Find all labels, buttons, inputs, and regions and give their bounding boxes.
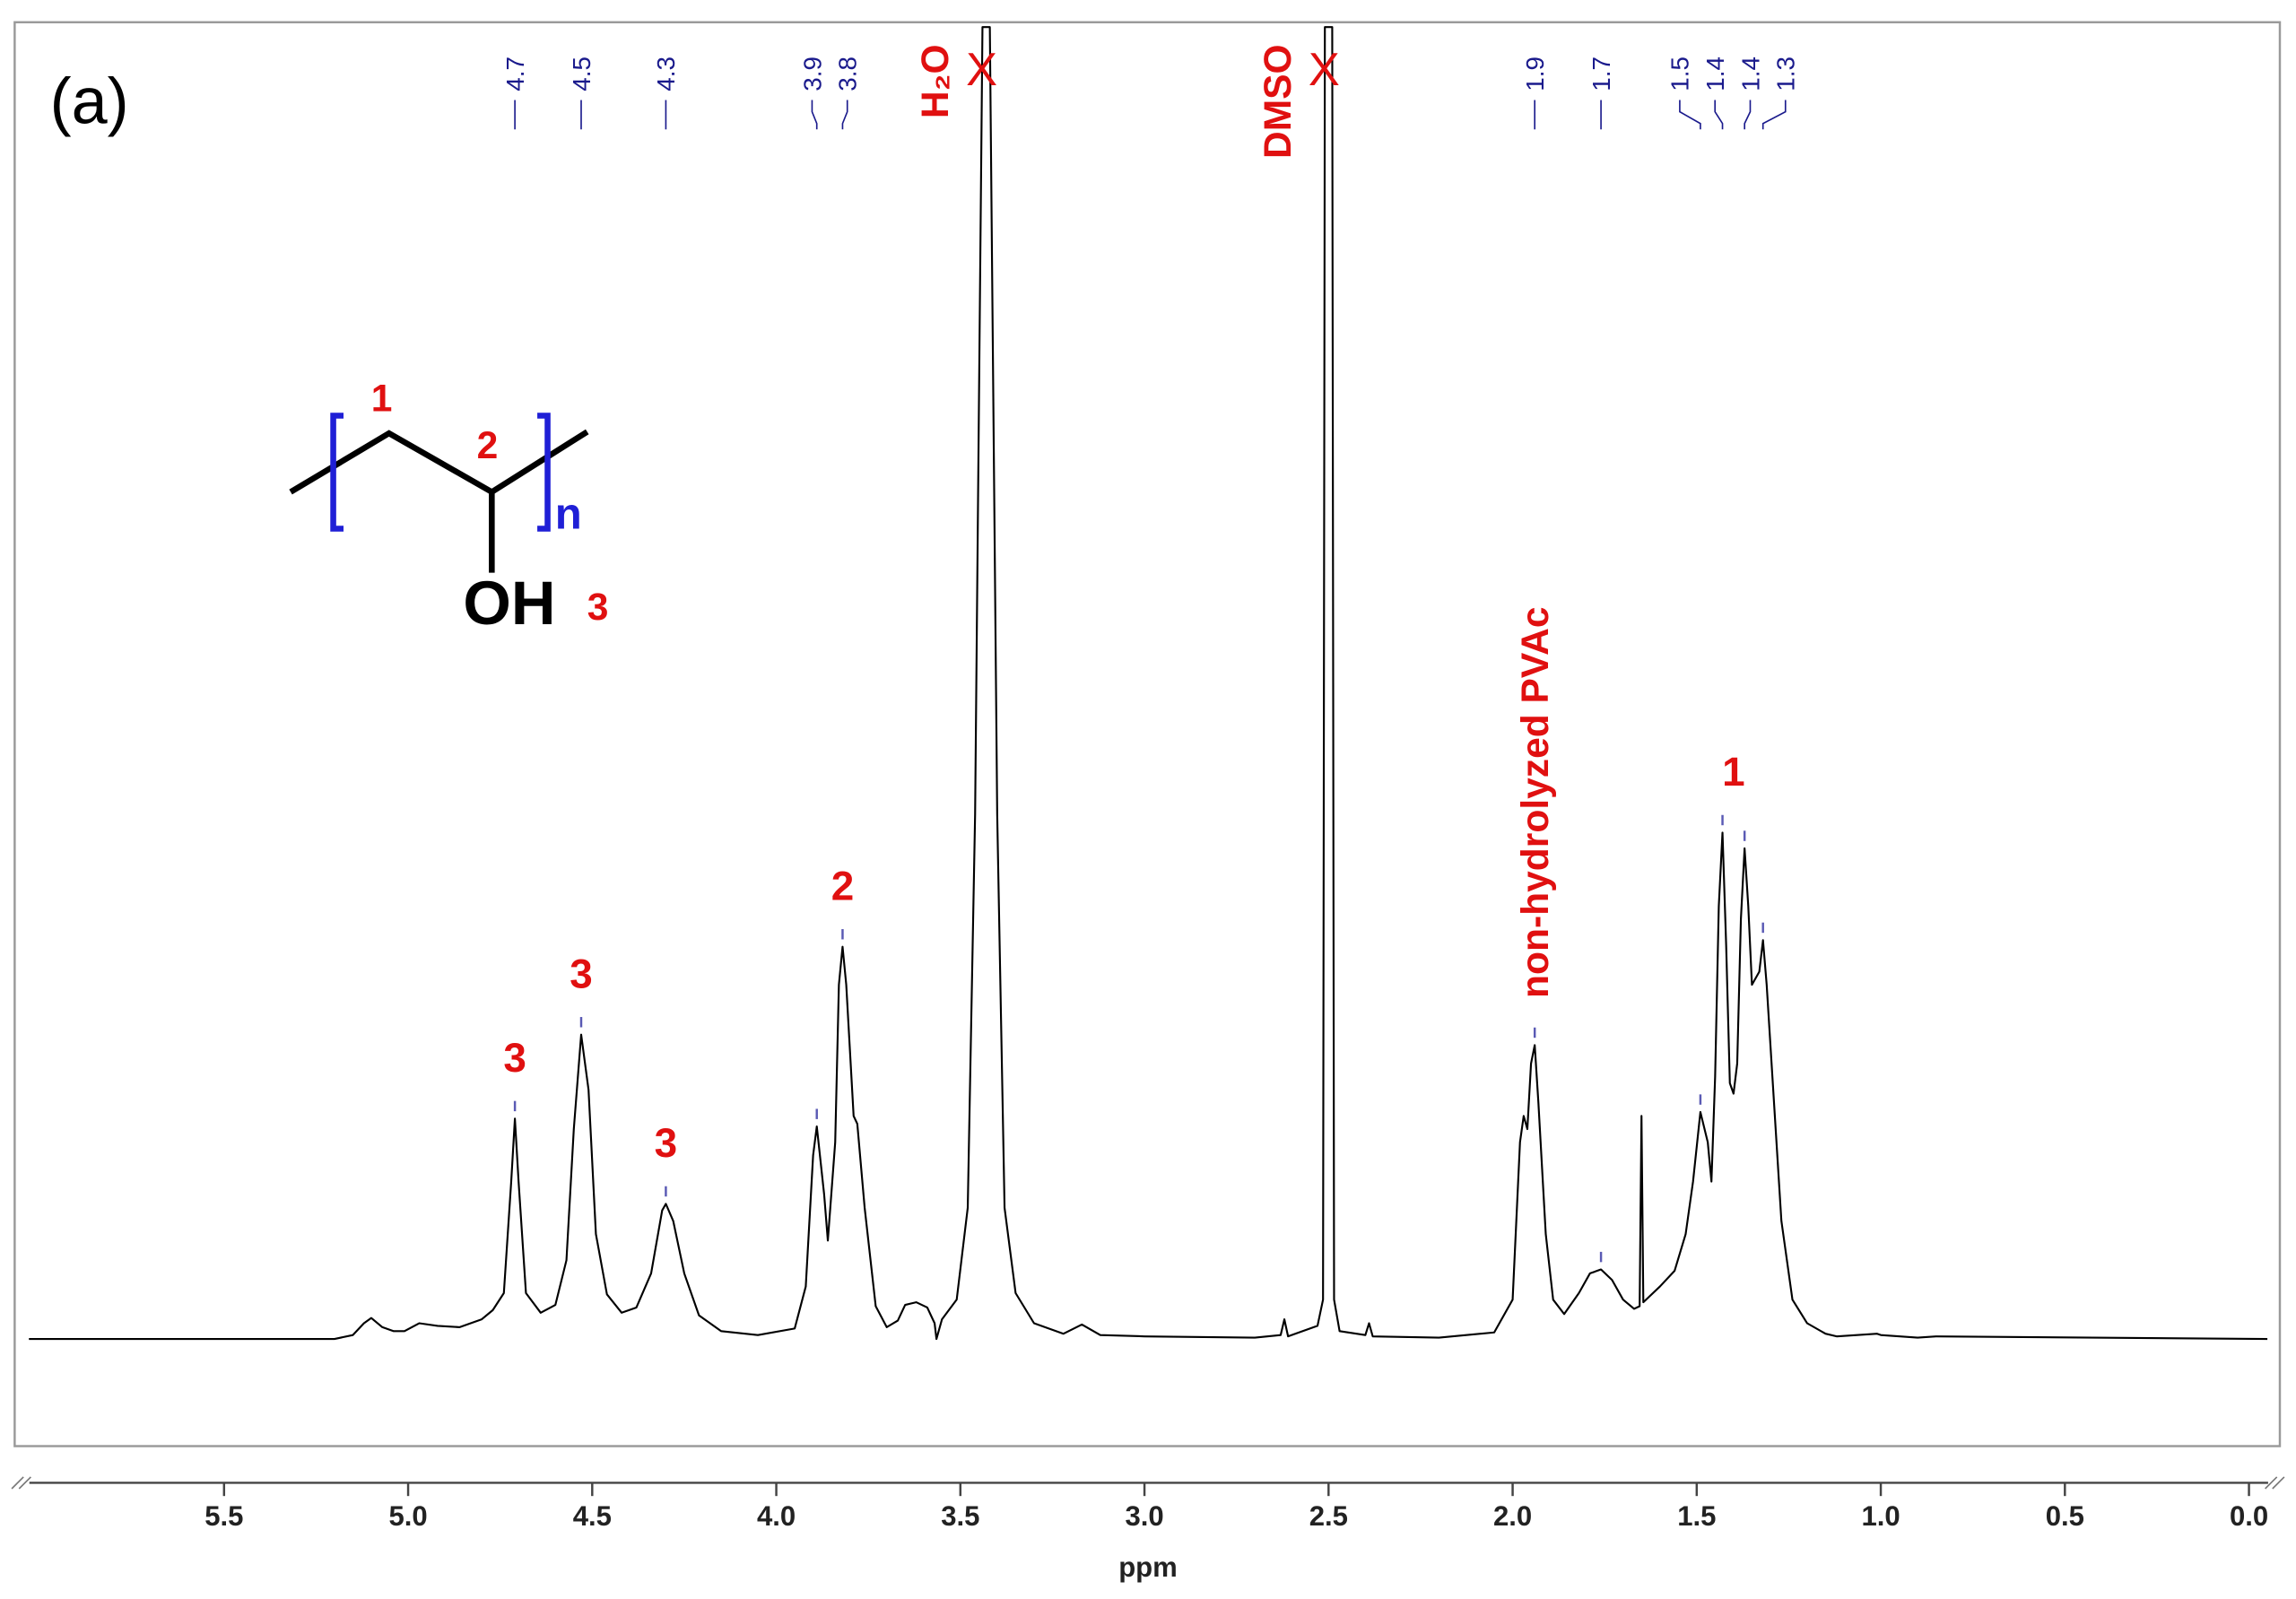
x-tick-label: 4.0 — [757, 1500, 796, 1532]
solvent-marker: X — [1309, 44, 1340, 96]
x-axis-title: ppm — [1118, 1551, 1178, 1583]
annotation: 1 — [1722, 749, 1744, 795]
x-tick-label: 1.0 — [1861, 1500, 1900, 1532]
peak-label: 1.9 — [1521, 56, 1549, 91]
peak-label-connector — [1744, 100, 1752, 130]
annotation: non-hydrolyzed PVAc — [1514, 606, 1557, 998]
x-tick-label: 0.0 — [2230, 1500, 2268, 1532]
annotation: 2 — [831, 863, 855, 908]
x-tick-label: 4.5 — [573, 1500, 612, 1532]
panel-label: (a) — [50, 66, 129, 138]
peak-label: 1.7 — [1587, 56, 1615, 91]
x-tick-label: 5.5 — [204, 1500, 243, 1532]
peak-label: 1.3 — [1772, 56, 1800, 91]
spectrum-line — [29, 26, 2268, 1341]
peak-label: 1.5 — [1666, 56, 1694, 91]
x-tick-label: 3.0 — [1125, 1500, 1163, 1532]
solvent-marker: X — [966, 44, 997, 96]
peak-label: 1.4 — [1701, 56, 1729, 91]
bracket-right — [537, 413, 551, 532]
axis-break — [11, 1476, 2285, 1490]
x-tick-label: 1.5 — [1677, 1500, 1716, 1532]
peak-label-connector — [1761, 100, 1787, 130]
solvent-label: H₂O — [914, 44, 957, 118]
structure-label: 3 — [587, 586, 609, 629]
peak-label-connector — [841, 100, 848, 130]
structure-label: 2 — [477, 424, 499, 467]
annotation: 3 — [570, 951, 593, 996]
structure: 1 2 n OH 3 — [289, 378, 609, 638]
peak-label: 1.4 — [1736, 56, 1764, 91]
peak-label: 4.5 — [568, 56, 596, 91]
functional-group: OH — [463, 569, 555, 638]
annotation: 3 — [503, 1035, 526, 1081]
peak-label: 3.8 — [834, 56, 862, 91]
bracket-left — [330, 413, 344, 532]
peak-label-connector — [1679, 100, 1701, 130]
plot-frame — [13, 21, 2282, 1447]
plot-area — [29, 26, 2268, 1341]
structure-label: 1 — [371, 378, 393, 421]
peak-label-connector — [811, 100, 818, 130]
x-tick-label: 0.5 — [2046, 1500, 2084, 1532]
peak-label: 4.7 — [501, 56, 529, 91]
x-tick-label: 2.5 — [1309, 1500, 1348, 1532]
x-tick-label: 5.0 — [388, 1500, 427, 1532]
annotation: 3 — [655, 1120, 678, 1166]
x-tick-label: 2.0 — [1493, 1500, 1532, 1532]
chain-bond — [289, 429, 589, 496]
repeat-unit-label: n — [555, 491, 582, 539]
peak-label: 4.3 — [652, 56, 680, 91]
peak-label: 3.9 — [798, 56, 826, 91]
solvent-label: DMSO — [1257, 44, 1300, 159]
peak-label-connector — [1714, 100, 1724, 130]
x-tick-label: 3.5 — [941, 1500, 979, 1532]
